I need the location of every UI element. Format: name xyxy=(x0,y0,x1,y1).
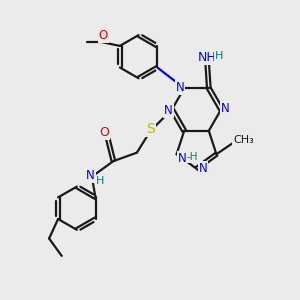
Text: N: N xyxy=(164,104,173,118)
Text: H: H xyxy=(96,176,104,186)
Text: N: N xyxy=(86,169,95,182)
Text: H: H xyxy=(214,51,223,61)
Text: O: O xyxy=(98,29,108,42)
Text: N: N xyxy=(221,102,230,116)
Text: N: N xyxy=(178,152,186,165)
Text: N: N xyxy=(176,81,184,94)
Text: N: N xyxy=(199,162,208,175)
Text: -H: -H xyxy=(186,152,198,162)
Text: O: O xyxy=(99,126,109,140)
Text: S: S xyxy=(146,122,155,136)
Text: NH: NH xyxy=(198,51,217,64)
Text: CH₃: CH₃ xyxy=(233,135,254,146)
